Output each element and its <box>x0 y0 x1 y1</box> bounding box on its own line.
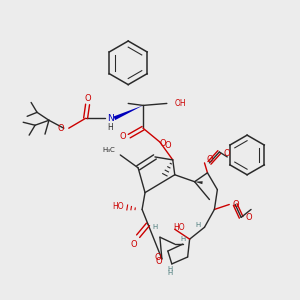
Text: HO: HO <box>112 202 124 211</box>
Text: O: O <box>232 200 239 209</box>
Polygon shape <box>195 181 203 184</box>
Text: H₃C: H₃C <box>103 147 115 153</box>
Text: O: O <box>57 124 64 133</box>
Text: O: O <box>84 94 91 103</box>
Text: OH: OH <box>175 99 186 108</box>
Text: O: O <box>131 240 137 249</box>
Text: O: O <box>154 253 161 262</box>
Text: O: O <box>223 149 230 158</box>
Text: HO: HO <box>173 223 185 232</box>
Text: H: H <box>107 123 113 132</box>
Text: O: O <box>156 257 162 266</box>
Text: O: O <box>120 132 127 141</box>
Text: H: H <box>167 270 172 276</box>
Text: O: O <box>206 155 213 164</box>
Text: H: H <box>180 236 185 242</box>
Text: H: H <box>167 266 172 272</box>
Polygon shape <box>113 105 143 120</box>
Text: N: N <box>107 114 114 123</box>
Text: O: O <box>165 140 172 149</box>
Text: H: H <box>195 222 200 228</box>
Text: O: O <box>160 139 166 148</box>
Text: O: O <box>245 213 252 222</box>
Text: H: H <box>152 224 158 230</box>
